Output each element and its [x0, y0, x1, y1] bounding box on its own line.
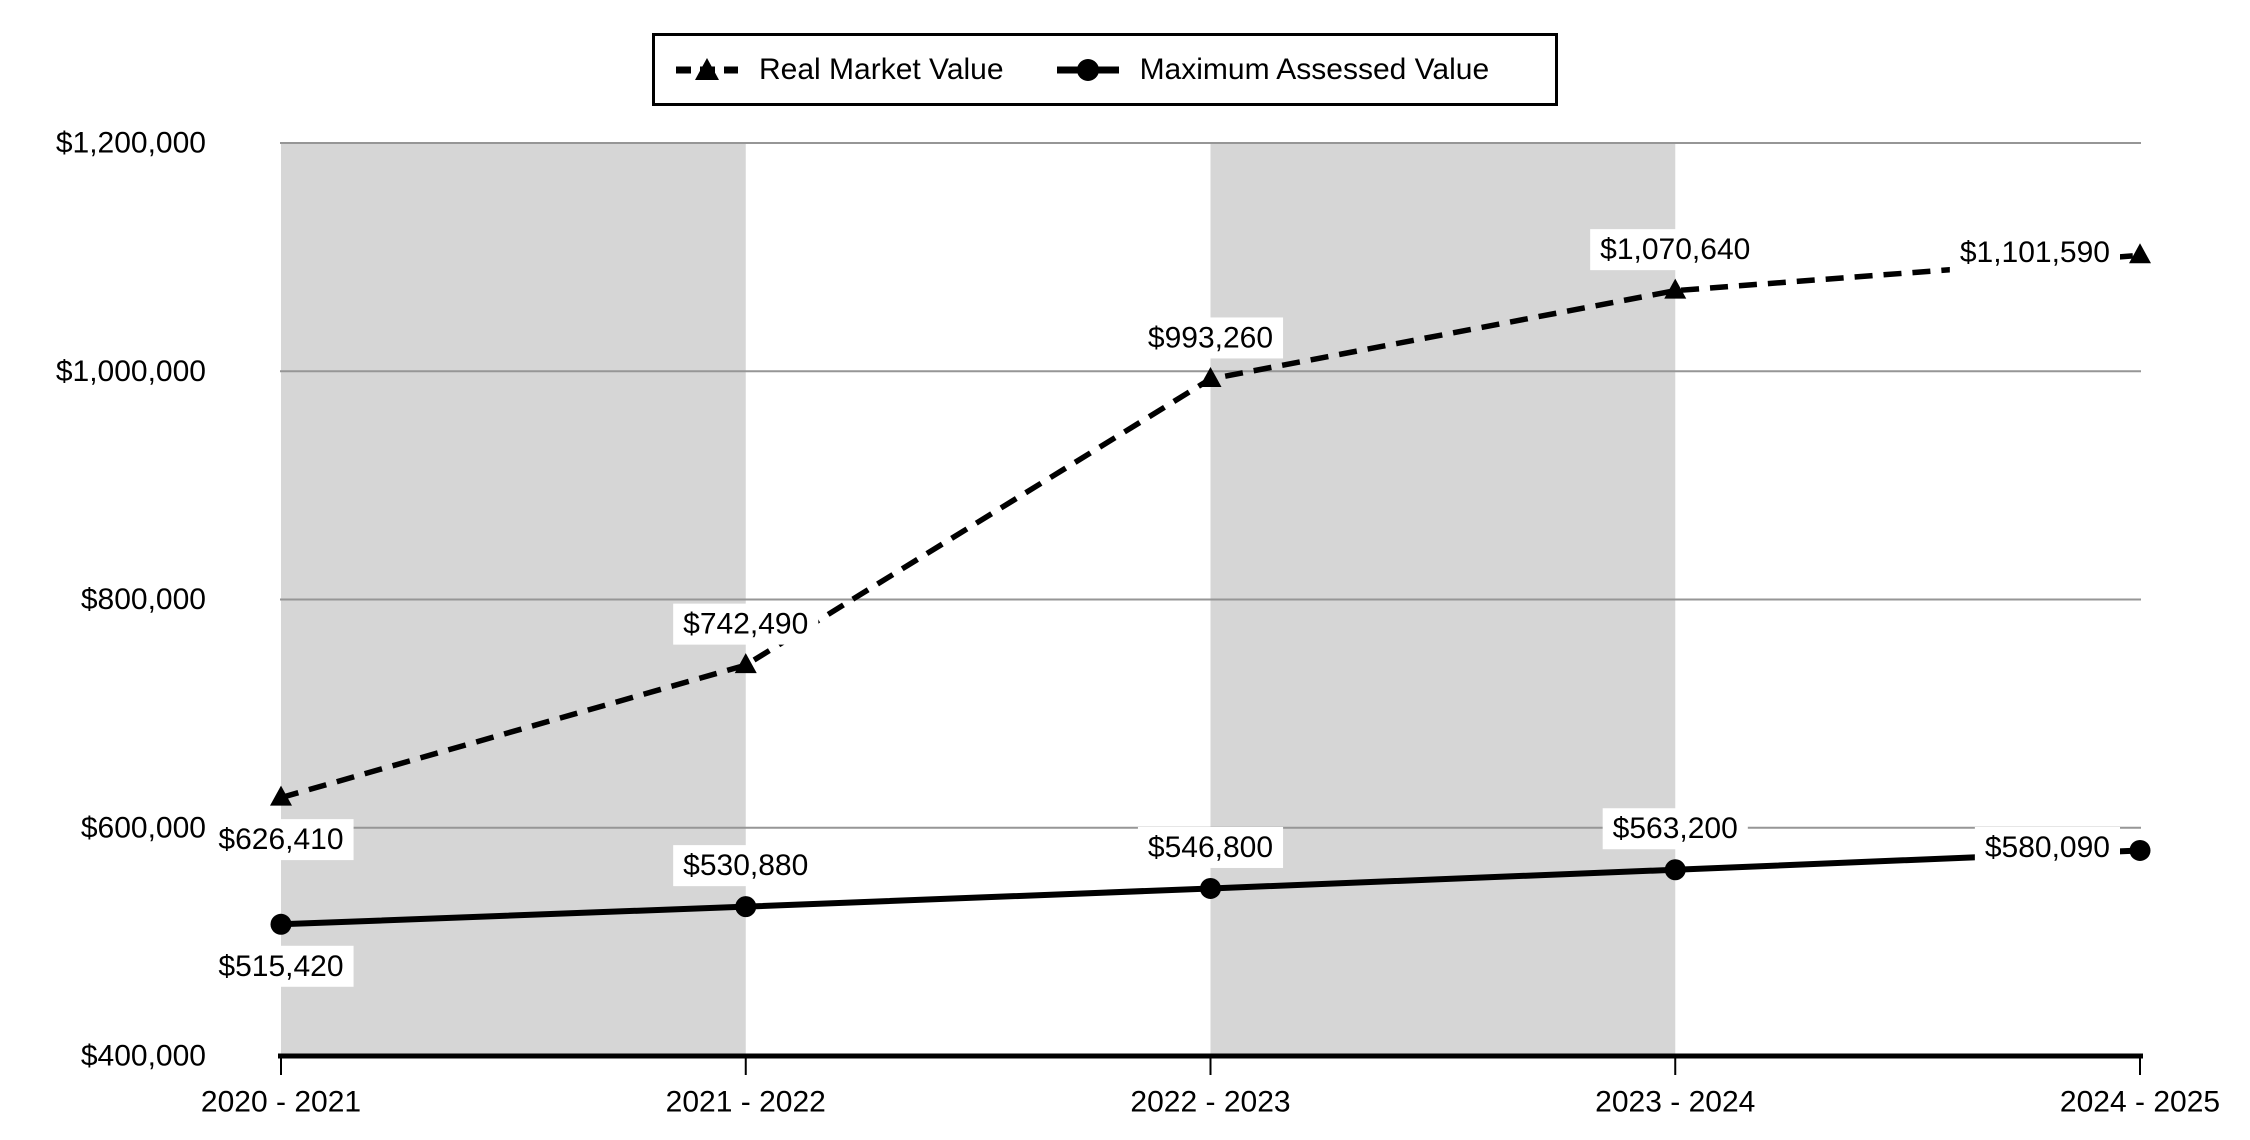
y-axis-label: $600,000 [81, 811, 206, 844]
data-marker-real-market-value [1199, 366, 1222, 387]
legend-label-maximum-assessed-value: Maximum Assessed Value [1139, 52, 1490, 86]
data-label-background [1137, 317, 1284, 359]
data-label-maximum-assessed-value: $530,880 [683, 849, 808, 882]
solid-line-circle-marker-icon [1056, 58, 1119, 81]
data-marker-maximum-assessed-value [2129, 839, 2151, 861]
x-axis-label: 2020 - 2021 [201, 1086, 361, 1119]
dashed-line-triangle-marker-icon [676, 57, 738, 80]
data-label-background [1949, 231, 2120, 273]
y-axis-label: $1,000,000 [56, 355, 206, 388]
data-marker-maximum-assessed-value [270, 913, 292, 935]
data-label-background [1602, 808, 1748, 850]
data-marker-maximum-assessed-value [735, 896, 757, 918]
data-label-background [673, 845, 819, 887]
data-label-background [1974, 826, 2120, 868]
data-label-maximum-assessed-value: $515,420 [218, 950, 343, 983]
data-label-background [208, 945, 354, 987]
legend-label-real-market-value: Real Market Value [759, 52, 1004, 86]
chart-legend: Real Market Value Maximum Assessed Value [652, 33, 1558, 106]
x-axis-label: 2022 - 2023 [1130, 1086, 1290, 1119]
y-axis-label: $1,200,000 [56, 127, 206, 160]
data-label-real-market-value: $626,410 [218, 823, 343, 856]
x-axis-label: 2023 - 2024 [1595, 1086, 1755, 1119]
x-axis-label: 2021 - 2022 [666, 1086, 826, 1119]
data-marker-maximum-assessed-value [1200, 877, 1221, 899]
data-label-background [208, 819, 354, 861]
data-marker-real-market-value [2129, 243, 2151, 264]
legend-item-maximum-assessed-value: Maximum Assessed Value [1056, 52, 1490, 87]
data-marker-real-market-value [1664, 278, 1687, 299]
data-label-real-market-value: $1,101,590 [1960, 236, 2110, 269]
data-label-maximum-assessed-value: $546,800 [1148, 831, 1273, 864]
data-marker-maximum-assessed-value [1664, 859, 1686, 881]
data-label-maximum-assessed-value: $563,200 [1613, 812, 1738, 845]
data-label-real-market-value: $1,070,640 [1600, 233, 1750, 266]
y-axis-label: $800,000 [81, 583, 206, 616]
legend-item-real-market-value: Real Market Value [675, 53, 1004, 87]
data-marker-real-market-value [734, 653, 757, 674]
data-label-real-market-value: $742,490 [683, 608, 808, 641]
data-label-background [1590, 229, 1761, 271]
data-label-maximum-assessed-value: $580,090 [1985, 831, 2110, 864]
y-axis-label: $400,000 [81, 1040, 206, 1073]
data-label-real-market-value: $993,260 [1148, 321, 1273, 354]
data-label-background [1137, 826, 1284, 868]
x-axis-label: 2024 - 2025 [2060, 1086, 2220, 1119]
data-label-background [673, 603, 819, 645]
data-marker-real-market-value [270, 785, 292, 806]
